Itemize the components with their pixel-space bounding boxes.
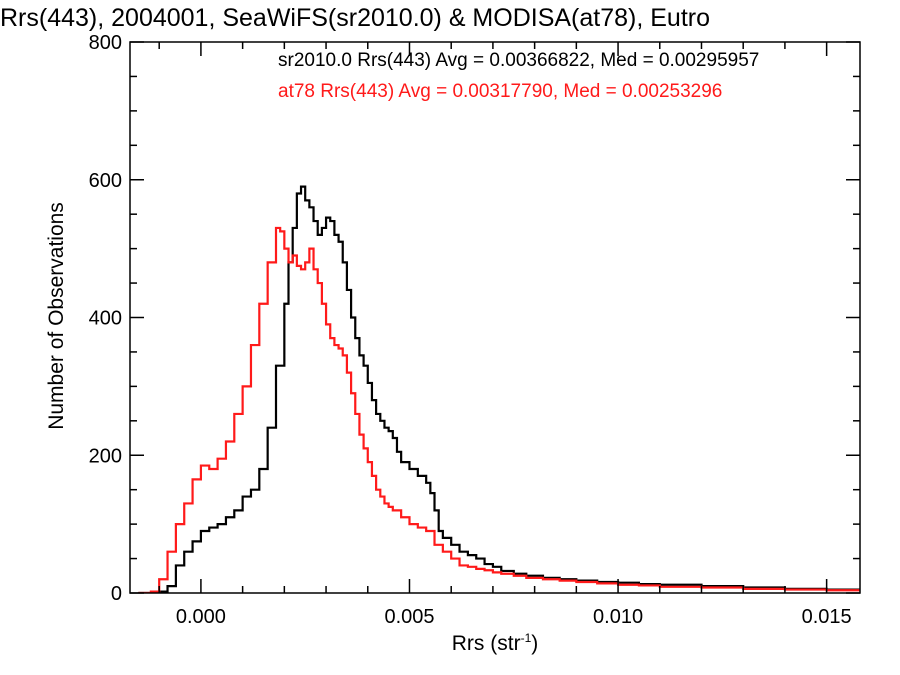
series-layer: [138, 185, 860, 593]
y-tick-label: 400: [89, 308, 122, 330]
y-tick-label: 200: [89, 445, 122, 467]
legend-entry-at78: at78 Rrs(443) Avg = 0.00317790, Med = 0.…: [278, 81, 722, 102]
y-tick-label: 800: [89, 32, 122, 54]
x-tick-label: 0.015: [802, 606, 852, 628]
series-line-sr2010-0: [138, 185, 860, 593]
axis-tick-labels: 0.000 0.005 0.010 0.015 0 200 400 600 800: [89, 32, 852, 628]
legend-entry-sr2010: sr2010.0 Rrs(443) Avg = 0.00366822, Med …: [278, 50, 759, 71]
series-line-at78: [138, 226, 860, 593]
legend: sr2010.0 Rrs(443) Avg = 0.00366822, Med …: [278, 50, 759, 102]
x-tick-label: 0.000: [176, 606, 226, 628]
y-axis-label: Number of Observations: [45, 202, 68, 430]
x-axis-label: Rrs (str-1): [452, 631, 539, 655]
y-tick-label: 600: [89, 170, 122, 192]
x-tick-label: 0.010: [593, 606, 643, 628]
x-tick-label: 0.005: [384, 606, 434, 628]
axis-ticks: [130, 41, 860, 594]
chart-title: Rrs(443), 2004001, SeaWiFS(sr2010.0) & M…: [0, 4, 710, 32]
y-tick-label: 0: [111, 583, 122, 605]
